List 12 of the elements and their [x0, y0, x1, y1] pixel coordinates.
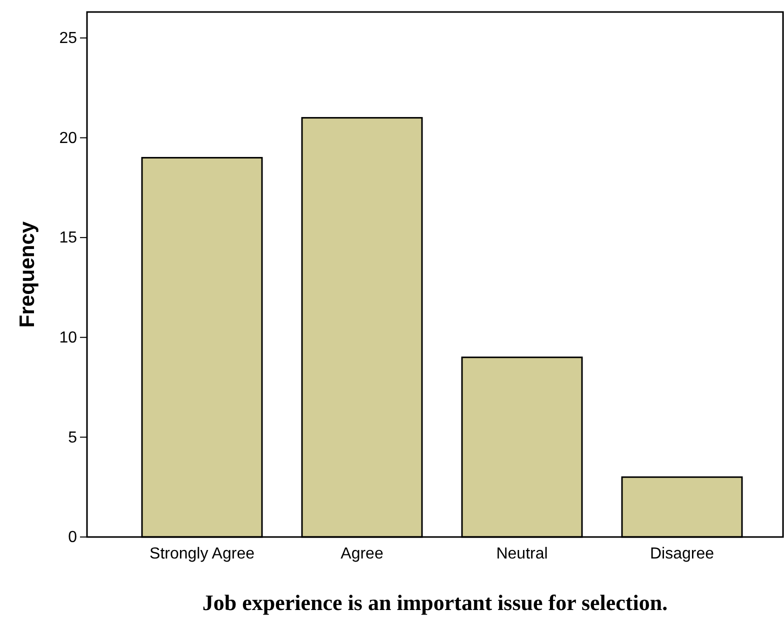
y-tick-label: 10 — [59, 330, 78, 346]
x-tick-label: Agree — [340, 545, 384, 562]
y-tick-label: 15 — [59, 230, 78, 247]
y-tick-label: 20 — [59, 130, 78, 147]
y-tick-label: 0 — [68, 529, 78, 546]
y-tick-label: 5 — [68, 429, 78, 446]
x-tick-label: Strongly Agree — [150, 545, 255, 562]
x-tick-label: Neutral — [496, 545, 548, 562]
y-tick-label: 25 — [59, 30, 78, 48]
y-axis-title: Frequency — [16, 221, 39, 328]
x-axis-title: Job experience is an important issue for selection. — [202, 590, 668, 615]
x-tick-label: Disagree — [650, 545, 714, 562]
